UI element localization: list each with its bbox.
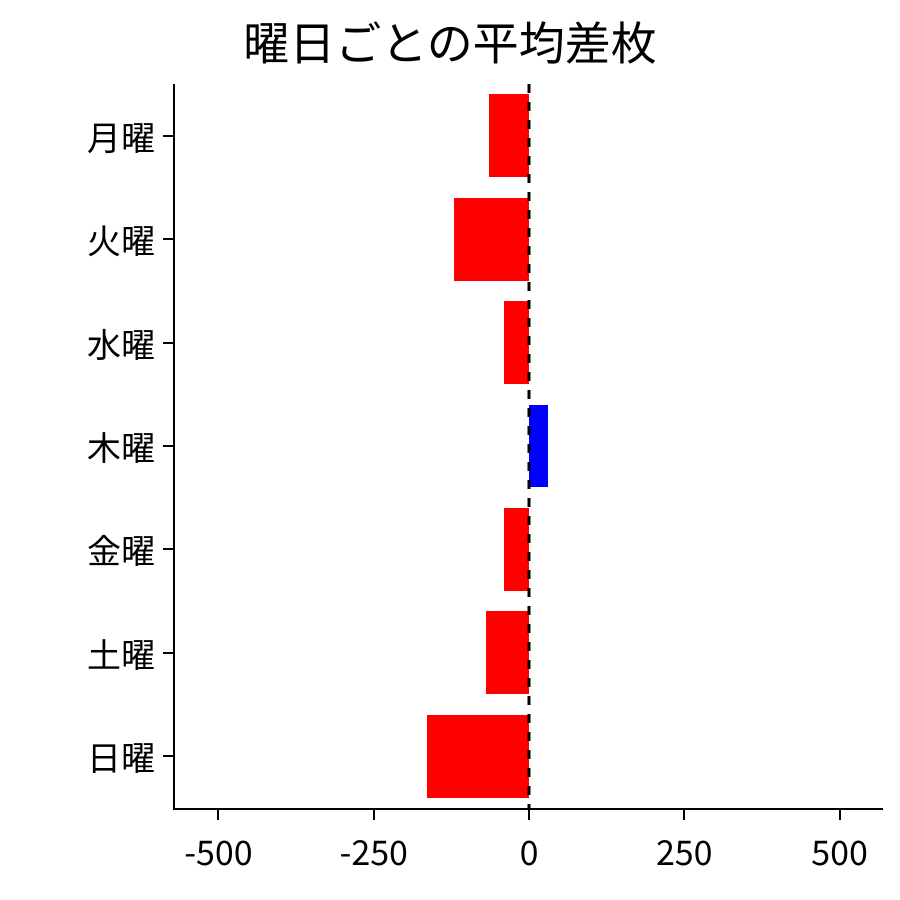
x-tick	[373, 810, 375, 820]
x-tick-label: -250	[340, 826, 408, 875]
x-tick	[528, 810, 530, 820]
y-tick	[163, 652, 173, 654]
y-tick-label: 木曜	[87, 422, 155, 471]
y-tick-label: 日曜	[87, 732, 155, 781]
x-tick-label: 250	[656, 826, 713, 875]
y-axis-spine	[173, 84, 175, 808]
y-tick	[163, 755, 173, 757]
y-tick	[163, 135, 173, 137]
y-tick	[163, 445, 173, 447]
x-tick-label: 500	[811, 826, 868, 875]
y-tick-label: 火曜	[87, 215, 155, 264]
y-tick	[163, 238, 173, 240]
chart-container: 曜日ごとの平均差枚 月曜火曜水曜木曜金曜土曜日曜-500-2500250500	[0, 0, 900, 900]
y-tick-label: 土曜	[87, 628, 155, 677]
plot-area: 月曜火曜水曜木曜金曜土曜日曜-500-2500250500	[175, 84, 883, 808]
x-tick	[217, 810, 219, 820]
y-tick	[163, 342, 173, 344]
x-tick	[839, 810, 841, 820]
y-tick-label: 水曜	[87, 318, 155, 367]
zero-line	[175, 84, 883, 808]
x-tick-label: 0	[520, 826, 539, 875]
chart-title: 曜日ごとの平均差枚	[0, 8, 900, 74]
x-tick-label: -500	[184, 826, 252, 875]
y-tick-label: 月曜	[87, 111, 155, 160]
y-tick-label: 金曜	[87, 525, 155, 574]
x-tick	[683, 810, 685, 820]
y-tick	[163, 548, 173, 550]
